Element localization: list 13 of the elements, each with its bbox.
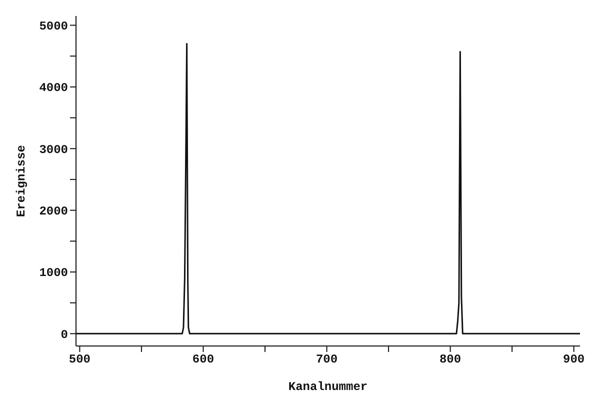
- x-tick-label: 600: [192, 352, 214, 367]
- y-tick-label: 1000: [39, 266, 68, 280]
- x-tick-label: 800: [439, 352, 462, 367]
- x-axis-title: Kanalnummer: [288, 380, 368, 394]
- y-tick-label: 4000: [39, 81, 68, 96]
- y-tick-label: 2000: [39, 204, 68, 219]
- y-tick-label: 5000: [39, 20, 68, 34]
- x-tick-label: 900: [563, 352, 585, 367]
- x-tick-label: 500: [68, 352, 91, 367]
- y-tick-label: 0: [60, 328, 68, 342]
- y-axis-title: Ereignisse: [14, 144, 28, 218]
- x-tick-label: 700: [316, 352, 338, 367]
- y-tick-label: 3000: [39, 142, 68, 157]
